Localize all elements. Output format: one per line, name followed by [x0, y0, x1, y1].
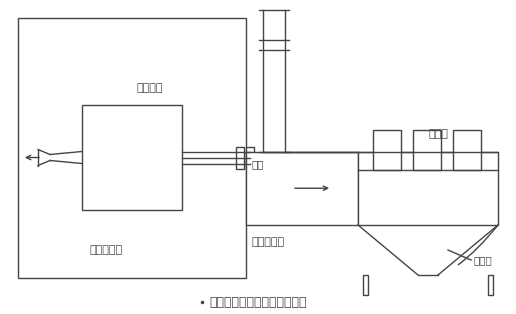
Bar [246, 147, 254, 169]
Bar [236, 147, 244, 169]
Text: 窗户: 窗户 [251, 160, 264, 170]
Text: 空压机组: 空压机组 [137, 83, 163, 93]
Text: 无纺布: 无纺布 [473, 255, 492, 265]
Bar [82, 105, 182, 210]
Bar [18, 18, 246, 278]
Bar [413, 129, 441, 170]
Text: 空压机厂房: 空压机厂房 [90, 245, 123, 255]
Bar [488, 275, 493, 295]
Bar [363, 275, 368, 295]
Bar [358, 151, 498, 225]
Bar [246, 151, 358, 225]
Bar [373, 129, 401, 170]
Bar [453, 129, 481, 170]
Text: 新增吸风道: 新增吸风道 [251, 237, 284, 247]
Text: 自洁式空气过滤器厂房内吸气: 自洁式空气过滤器厂房内吸气 [209, 295, 307, 308]
Text: 过滤器: 过滤器 [428, 129, 448, 139]
